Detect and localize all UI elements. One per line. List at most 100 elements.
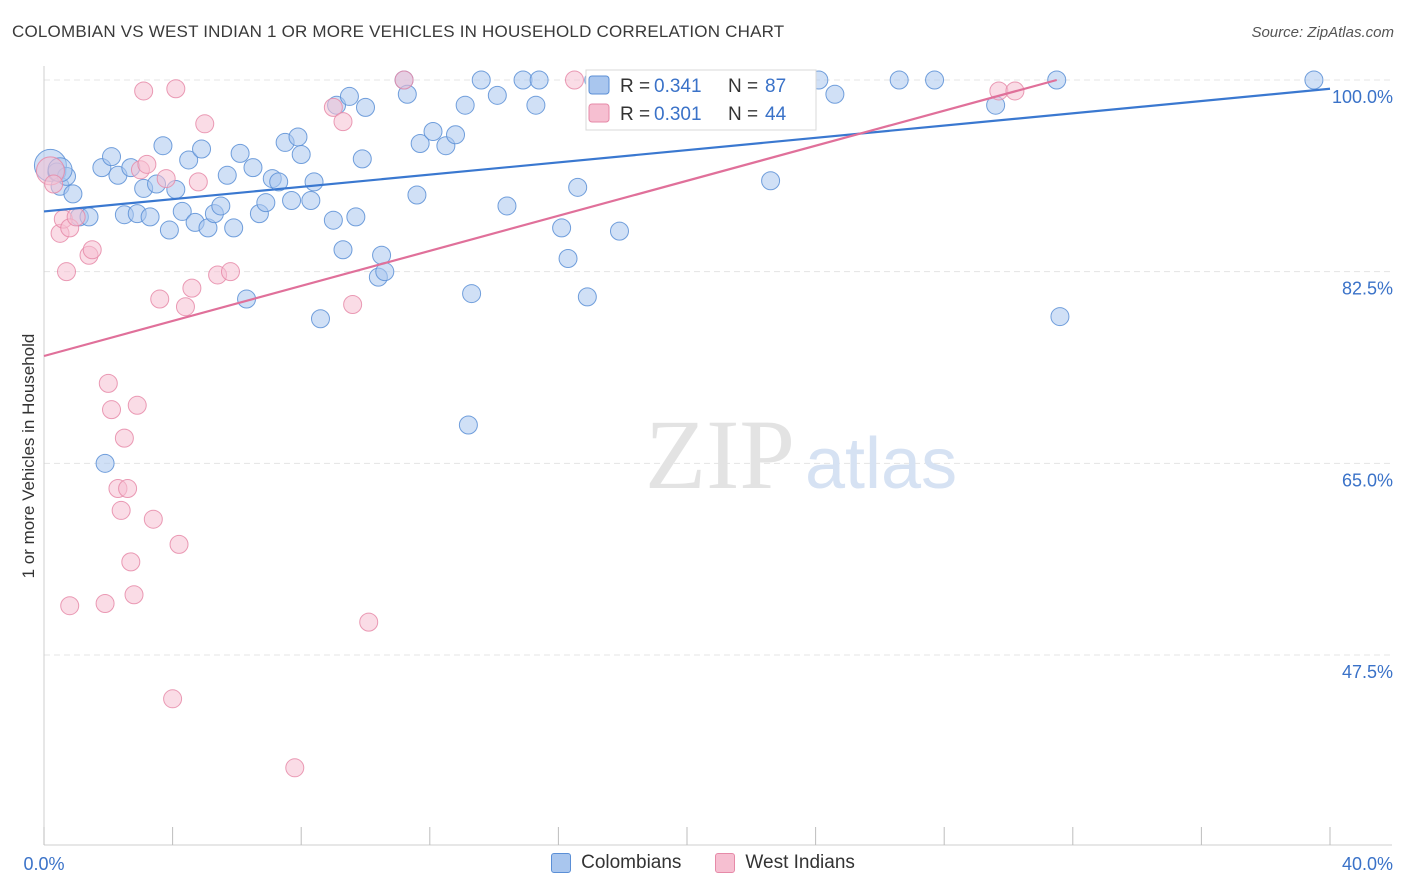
colombians-point (471, 70, 491, 90)
west-indians-point (195, 114, 215, 134)
colombians-point (63, 184, 83, 204)
colombians-point (513, 70, 533, 90)
colombians-point (568, 177, 588, 197)
colombians-point (407, 185, 427, 205)
west-indians-point (163, 689, 183, 709)
colombians-point (288, 127, 308, 147)
west-indians-point (44, 174, 64, 194)
x-tick-label: 0.0% (23, 854, 64, 874)
legend-r-label: R = (620, 104, 650, 125)
colombians-point (339, 86, 359, 106)
bottom-legend: Colombians West Indians (0, 852, 1406, 874)
colombians-point (356, 97, 375, 117)
colombians-point (102, 147, 122, 167)
west-indians-point (182, 278, 202, 298)
west-indians-point (121, 552, 141, 572)
west-indians-point (95, 594, 115, 614)
west-indians-point (156, 169, 176, 189)
west-indians-point (169, 534, 189, 554)
legend-label: West Indians (745, 852, 855, 873)
west-indians-point (564, 70, 584, 90)
colombians-point (140, 207, 160, 227)
colombians-point (211, 196, 231, 216)
west-indians-swatch (715, 853, 736, 873)
west-indians-point (323, 97, 343, 117)
y-tick-label: 65.0% (1342, 470, 1393, 490)
y-tick-label: 100.0% (1332, 87, 1393, 107)
colombians-point (323, 210, 343, 230)
watermark-zip: ZIP (645, 399, 795, 510)
colombians-point (333, 240, 353, 260)
west-indians-point (220, 262, 240, 282)
colombians-point (159, 220, 179, 240)
west-indians-point (111, 500, 131, 520)
colombians-point (217, 165, 237, 185)
west-indians-point (102, 400, 122, 420)
west-indians-point (166, 79, 186, 99)
legend-item-colombians: Colombians (551, 852, 681, 874)
chart-title: COLOMBIAN VS WEST INDIAN 1 OR MORE VEHIC… (12, 22, 785, 41)
legend-r-value: 0.301 (654, 104, 702, 125)
west-indians-point (143, 509, 163, 529)
west-indians-trend-line (43, 78, 1058, 358)
source-label: Source: ZipAtlas.com (1251, 24, 1394, 41)
west-indians-point (114, 428, 134, 448)
legend-n-label: N = (728, 104, 758, 125)
axes (43, 66, 1392, 846)
legend-swatch-colombians (588, 75, 610, 95)
colombians-point (256, 193, 276, 213)
colombians-point (243, 158, 263, 178)
legend-swatch-west-indians (588, 103, 610, 123)
colombians-point (462, 284, 482, 304)
colombians-point (577, 287, 597, 307)
colombians-point (282, 190, 302, 210)
west-indians-point (175, 297, 195, 317)
colombians-point (925, 70, 945, 90)
colombians-point (301, 190, 321, 210)
colombians-point (230, 143, 250, 163)
legend-n-value: 44 (765, 104, 787, 125)
west-indians-point (343, 295, 363, 315)
colombians-point (304, 172, 324, 192)
west-indians-point (82, 240, 102, 260)
trend-lines (43, 78, 1331, 358)
west-indians-point (137, 154, 157, 174)
colombians-point (269, 172, 289, 192)
colombians-point (889, 70, 909, 90)
colombians-point (172, 201, 192, 221)
x-tick-labels: 0.0% 40.0% (23, 854, 1393, 874)
colombians-point (825, 84, 845, 104)
colombians-point (497, 196, 517, 216)
watermark-atlas: atlas (805, 424, 957, 504)
legend-n-value: 87 (765, 76, 786, 97)
legend-n-label: N = (728, 76, 758, 97)
y-tick-label: 47.5% (1342, 662, 1393, 682)
west-indians-point (333, 112, 353, 132)
colombians-point (458, 415, 478, 435)
west-indians-point (124, 585, 144, 605)
legend-label: Colombians (581, 852, 682, 873)
legend-r-value: 0.341 (654, 76, 702, 97)
correlation-legend: R = 0.341 N = 87 R = 0.301 N = 44 (585, 69, 817, 131)
west-indians-point (150, 289, 170, 309)
y-tick-labels: 100.0% 82.5% 65.0% 47.5% (1332, 87, 1393, 682)
y-axis-title: 1 or more Vehicles in Household (19, 334, 38, 579)
colombians-point (95, 453, 115, 473)
colombians-point (153, 136, 173, 156)
colombians-point (487, 85, 507, 105)
colombians-point (1050, 307, 1070, 327)
colombians-point (291, 144, 311, 164)
west-indians-point (98, 373, 118, 393)
west-indians-point (57, 262, 77, 282)
colombians-point (761, 171, 781, 191)
legend-r-label: R = (620, 76, 650, 97)
legend-item-west-indians: West Indians (715, 852, 855, 874)
y-tick-label: 82.5% (1342, 279, 1393, 299)
west-indians-point (188, 172, 208, 192)
colombians-point (558, 249, 578, 269)
west-indians-point (60, 596, 80, 616)
colombians-point (224, 218, 244, 238)
west-indians-point (127, 395, 147, 415)
colombians-point (192, 139, 212, 159)
